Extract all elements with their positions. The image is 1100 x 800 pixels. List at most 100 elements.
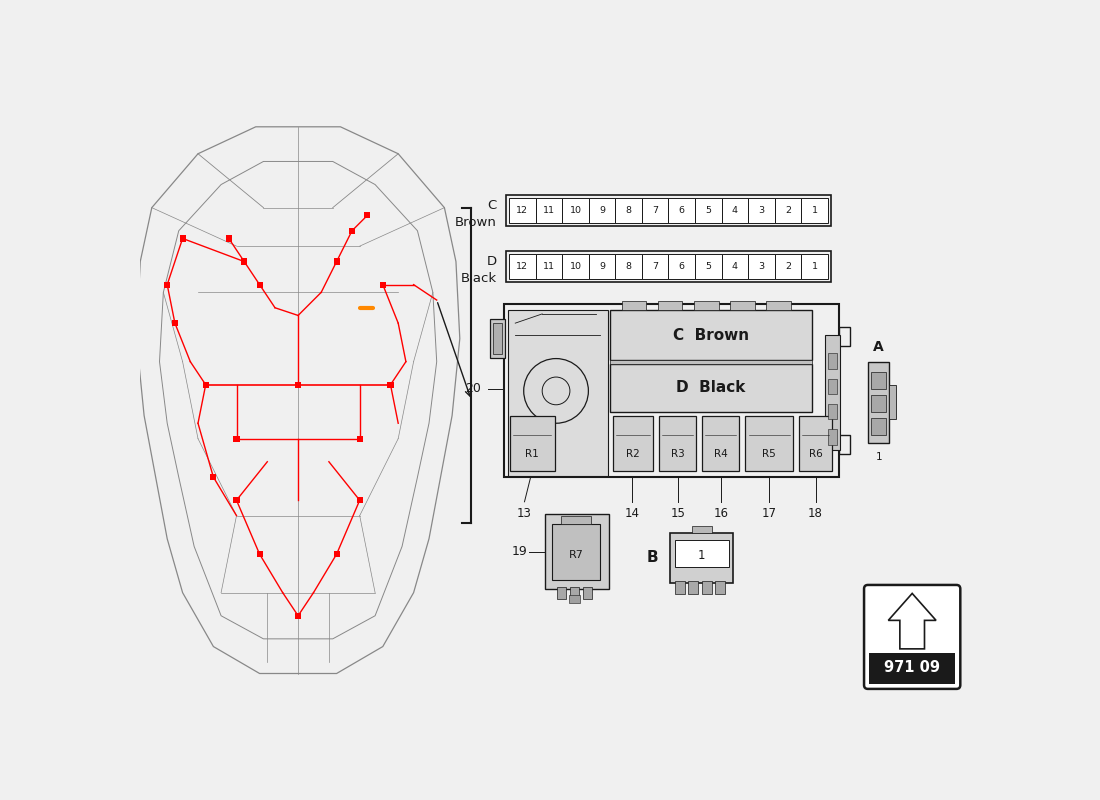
Bar [869,653,955,683]
Bar [828,404,837,419]
Bar [509,415,554,471]
Text: 14: 14 [625,507,640,520]
Bar [233,497,240,503]
Bar [561,517,591,524]
Bar [825,334,840,450]
Bar [256,282,263,288]
Bar [569,595,580,602]
Bar [674,540,728,567]
Text: 6: 6 [679,206,685,215]
Bar [838,327,850,346]
Text: 10: 10 [570,262,582,271]
Bar [871,418,887,435]
Bar [507,310,607,476]
Bar [669,254,695,279]
Bar [871,372,887,389]
Bar [615,254,642,279]
Bar [333,551,340,558]
Text: 13: 13 [517,507,532,520]
Bar [588,254,615,279]
Bar [670,533,733,582]
Text: 17: 17 [762,507,777,520]
Bar [583,587,592,599]
Text: 5: 5 [705,262,712,271]
Bar [509,254,536,279]
Bar [748,198,774,223]
Bar [233,435,240,442]
Text: 7: 7 [652,206,658,215]
Bar [256,551,263,558]
Bar [609,360,812,364]
Bar [621,301,646,310]
Text: 8: 8 [626,206,631,215]
Bar [613,415,653,471]
Bar [703,415,739,471]
Bar [722,254,748,279]
Text: 6: 6 [679,262,685,271]
Bar [715,581,725,594]
Bar [164,282,170,288]
Bar [562,254,588,279]
Bar [659,415,696,471]
Bar [767,301,791,310]
Text: 10: 10 [570,206,582,215]
Bar [871,394,887,412]
Bar [557,587,566,599]
Bar [333,258,340,265]
Text: R5: R5 [762,450,777,459]
Text: 4: 4 [732,206,738,215]
Bar [356,497,363,503]
Polygon shape [889,594,936,649]
Text: Brown: Brown [455,216,497,229]
Text: 1: 1 [812,206,817,215]
Bar [493,323,502,354]
Text: 19: 19 [512,546,528,558]
Bar [295,382,301,388]
Bar [615,198,642,223]
Bar [609,364,812,412]
Text: Black: Black [461,272,497,286]
Bar [801,198,828,223]
Text: 9: 9 [600,262,605,271]
Text: C: C [487,199,497,212]
Bar [658,301,682,310]
Bar [506,250,830,282]
Bar [748,254,774,279]
Text: 20: 20 [465,382,481,395]
Text: R2: R2 [626,450,640,459]
Text: D: D [486,255,497,269]
Bar [828,430,837,445]
Bar [692,526,712,533]
Bar [702,581,712,594]
Text: D  Black: D Black [676,380,746,395]
Bar [828,353,837,369]
Bar [536,198,562,223]
Bar [295,613,301,619]
Bar [544,514,609,589]
Text: 16: 16 [713,507,728,520]
Bar [695,198,722,223]
Text: R6: R6 [808,450,823,459]
Text: 9: 9 [600,206,605,215]
Bar [364,212,371,218]
FancyBboxPatch shape [864,585,960,689]
Bar [172,320,178,326]
Bar [730,301,755,310]
Bar [642,254,669,279]
Bar [868,362,890,442]
Bar [689,581,698,594]
Bar [379,282,386,288]
Bar [506,194,830,226]
Bar [179,235,186,242]
Text: 4: 4 [732,262,738,271]
Bar [349,228,355,234]
Bar [570,587,579,599]
Bar [695,254,722,279]
Bar [674,581,684,594]
Bar [838,435,850,454]
Text: 2: 2 [785,206,791,215]
Text: A: A [873,340,884,354]
Bar [562,198,588,223]
Text: 2: 2 [785,262,791,271]
Bar [552,524,600,579]
